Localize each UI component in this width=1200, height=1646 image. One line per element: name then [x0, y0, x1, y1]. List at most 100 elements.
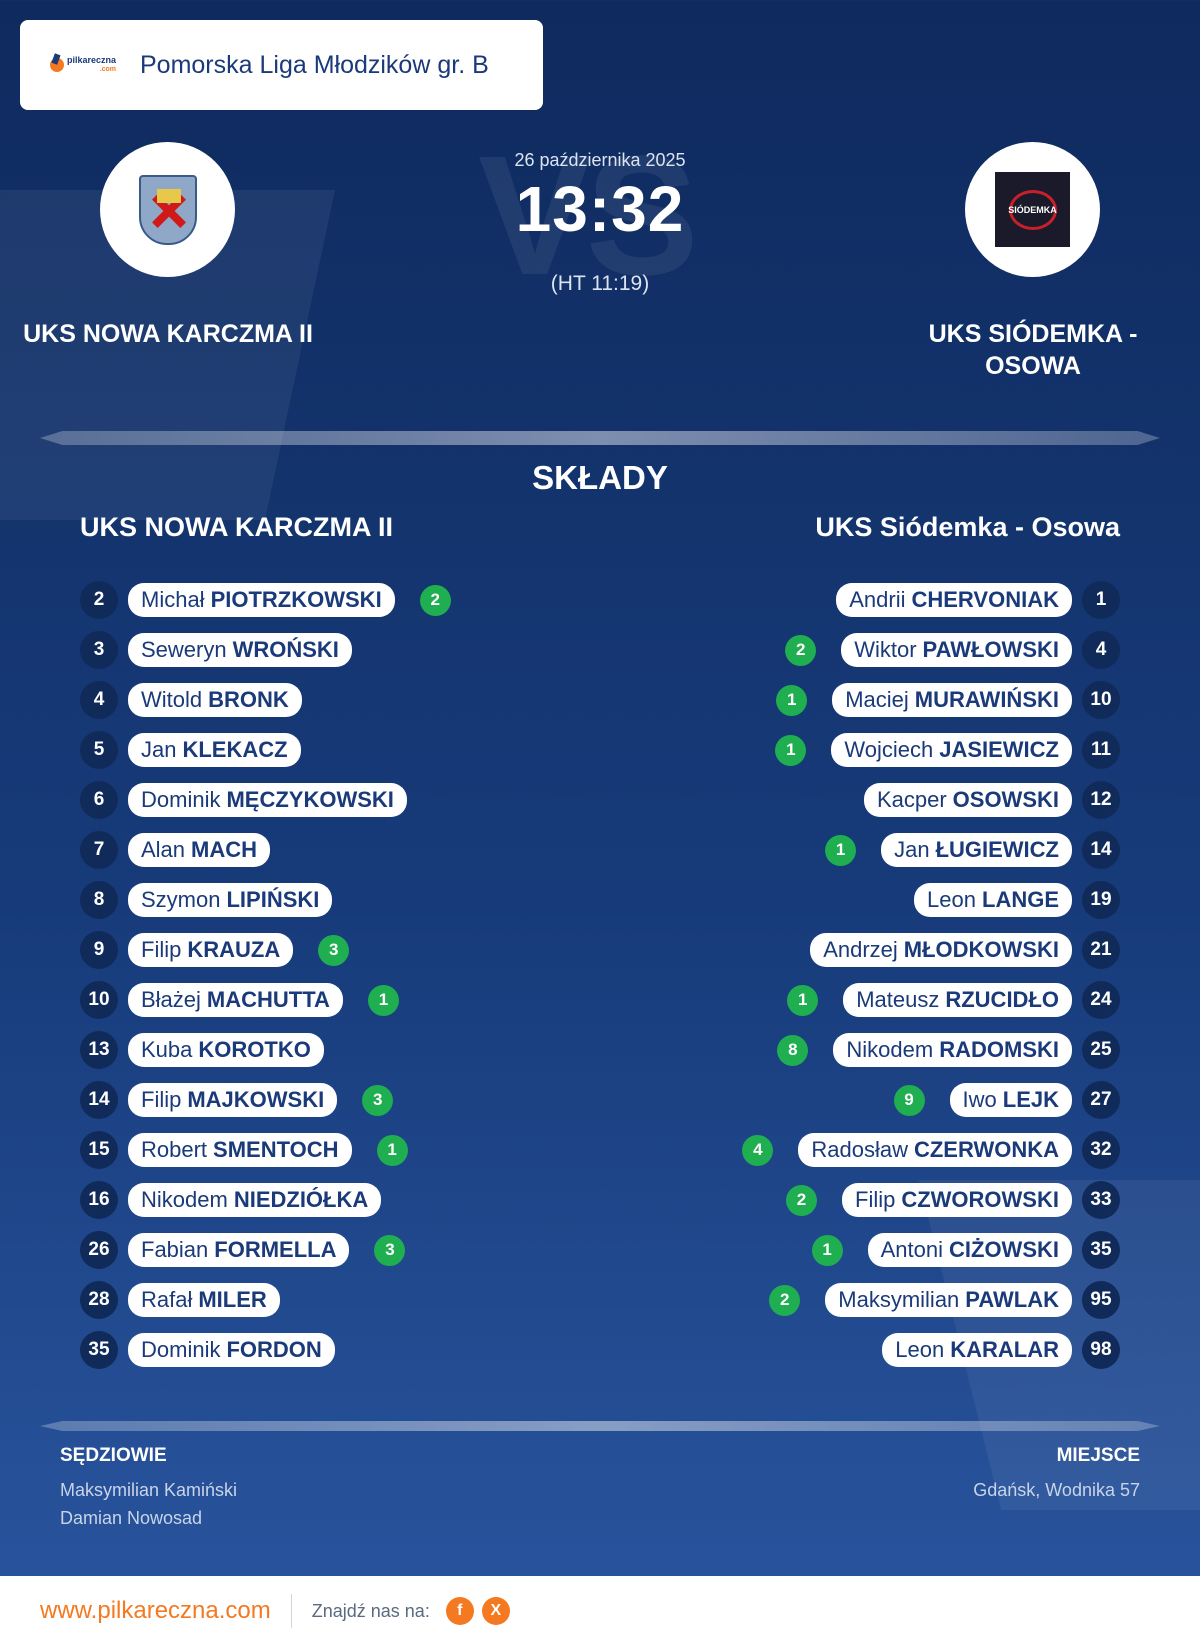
player-number: 3: [80, 631, 118, 669]
player-first-name: Maksymilian: [838, 1287, 960, 1312]
player-first-name: Dominik: [141, 1337, 221, 1362]
player-last-name: PIOTRZKOWSKI: [210, 587, 382, 612]
player-number: 10: [80, 981, 118, 1019]
player-first-name: Filip: [141, 937, 182, 962]
site-link[interactable]: www.pilkareczna.com: [40, 1597, 271, 1624]
player-number: 16: [80, 1181, 118, 1219]
away-logo-icon: SIÓDEMKA: [995, 172, 1070, 247]
player-name: Rafał MILER: [128, 1283, 280, 1317]
player-number: 25: [1082, 1031, 1120, 1069]
player-name: Dominik MĘCZYKOWSKI: [128, 783, 407, 817]
goals-badge: 4: [742, 1134, 774, 1166]
player-last-name: SMENTOCH: [213, 1137, 339, 1162]
player-last-name: CZERWONKA: [913, 1137, 1059, 1162]
player-last-name: CZWOROWSKI: [901, 1187, 1059, 1212]
player-row: 5 Jan KLEKACZ: [80, 725, 466, 775]
referees: SĘDZIOWIE Maksymilian Kamiński Damian No…: [60, 1445, 237, 1532]
player-row: 13 Kuba KOROTKO: [80, 1025, 466, 1075]
player-number: 95: [1082, 1281, 1120, 1319]
player-row: 8 Szymon LIPIŃSKI: [80, 875, 466, 925]
player-last-name: NIEDZIÓŁKA: [233, 1187, 369, 1212]
player-first-name: Jan: [894, 837, 930, 862]
player-first-name: Iwo: [962, 1087, 997, 1112]
vs-watermark: VS: [478, 121, 699, 311]
player-name: Filip KRAUZA: [128, 933, 294, 967]
player-first-name: Wojciech: [844, 737, 934, 762]
facebook-icon[interactable]: f: [445, 1597, 474, 1625]
player-number: 28: [80, 1281, 118, 1319]
player-number: 32: [1082, 1131, 1120, 1169]
goals-badge: 8: [777, 1034, 809, 1066]
player-first-name: Wiktor: [854, 637, 917, 662]
player-number: 98: [1082, 1331, 1120, 1369]
player-number: 11: [1082, 731, 1120, 769]
player-row: 11 Wojciech JASIEWICZ 1: [727, 725, 1120, 775]
player-last-name: MILER: [198, 1287, 267, 1312]
player-last-name: KLEKACZ: [182, 737, 288, 762]
goals-badge: 3: [362, 1084, 394, 1116]
player-last-name: KARALAR: [950, 1337, 1059, 1362]
player-last-name: OSOWSKI: [952, 787, 1059, 812]
referee-name: Damian Nowosad: [60, 1508, 203, 1528]
player-name: Błażej MACHUTTA: [128, 983, 343, 1017]
player-name: Witold BRONK: [128, 683, 302, 717]
player-row: 21 Andrzej MŁODKOWSKI: [727, 925, 1120, 975]
goals-badge: 2: [419, 584, 451, 616]
divider: [40, 431, 1160, 445]
player-name: Wojciech JASIEWICZ: [831, 733, 1072, 767]
section-title: SKŁADY: [532, 459, 668, 496]
player-row: 19 Leon LANGE: [727, 875, 1120, 925]
player-row: 35 Antoni CIŻOWSKI 1: [727, 1225, 1120, 1275]
player-last-name: MĘCZYKOWSKI: [226, 787, 394, 812]
player-name: Jan ŁUGIEWICZ: [881, 833, 1072, 867]
player-name: Filip MAJKOWSKI: [128, 1083, 338, 1117]
player-first-name: Jan: [141, 737, 177, 762]
player-name: Andrii CHERVONIAK: [836, 583, 1072, 617]
league-name: Pomorska Liga Młodzików gr. B: [140, 50, 489, 79]
player-number: 24: [1082, 981, 1120, 1019]
player-name: Michał PIOTRZKOWSKI: [128, 583, 395, 617]
player-row: 95 Maksymilian PAWLAK 2: [727, 1275, 1120, 1325]
player-name: Leon KARALAR: [882, 1333, 1072, 1367]
player-last-name: PAWLAK: [965, 1287, 1059, 1312]
player-name: Jan KLEKACZ: [128, 733, 301, 767]
away-lineup: 1 Andrii CHERVONIAK 4 Wiktor PAWŁOWSKI 2 10 Maci…: [727, 575, 1120, 1375]
away-team-name: UKS SIÓDEMKA - OSOWA: [928, 320, 1138, 380]
player-row: 33 Filip CZWOROWSKI 2: [727, 1175, 1120, 1225]
player-row: 15 Robert SMENTOCH 1: [80, 1125, 466, 1175]
x-icon[interactable]: X: [481, 1597, 510, 1625]
player-row: 9 Filip KRAUZA 3: [80, 925, 466, 975]
player-number: 1: [1082, 581, 1120, 619]
player-first-name: Andrii: [849, 587, 906, 612]
player-row: 32 Radosław CZERWONKA 4: [727, 1125, 1120, 1175]
player-number: 35: [1082, 1231, 1120, 1269]
player-name: Kacper OSOWSKI: [863, 783, 1072, 817]
match-date: 26 października 2025: [514, 150, 686, 170]
player-first-name: Fabian: [141, 1237, 209, 1262]
venue-title: MIEJSCE: [1056, 1445, 1140, 1466]
player-number: 12: [1082, 781, 1120, 819]
player-first-name: Rafał: [141, 1287, 193, 1312]
player-row: 26 Fabian FORMELLA 3: [80, 1225, 466, 1275]
player-row: 14 Jan ŁUGIEWICZ 1: [727, 825, 1120, 875]
goals-badge: 2: [785, 634, 817, 666]
player-first-name: Leon: [927, 887, 976, 912]
player-last-name: MACH: [191, 837, 258, 862]
player-last-name: KOROTKO: [198, 1037, 311, 1062]
player-number: 14: [1082, 831, 1120, 869]
player-first-name: Nikodem: [141, 1187, 228, 1212]
player-name: Mateusz RZUCIDŁO: [843, 983, 1072, 1017]
player-first-name: Dominik: [141, 787, 221, 812]
player-row: 24 Mateusz RZUCIDŁO 1: [727, 975, 1120, 1025]
player-last-name: CHERVONIAK: [911, 587, 1059, 612]
pilkareczna-logo[interactable]: pilkareczna .com: [50, 53, 122, 77]
player-name: Maciej MURAWIŃSKI: [832, 683, 1072, 717]
footer-bar: www.pilkareczna.com Znajdź nas na: f X: [0, 1576, 1200, 1646]
player-last-name: PAWŁOWSKI: [922, 637, 1059, 662]
player-row: 10 Błażej MACHUTTA 1: [80, 975, 466, 1025]
player-row: 35 Dominik FORDON: [80, 1325, 466, 1375]
separator: [290, 1594, 292, 1628]
player-name: Nikodem NIEDZIÓŁKA: [128, 1183, 382, 1217]
player-last-name: LANGE: [982, 887, 1059, 912]
player-first-name: Kacper: [876, 787, 947, 812]
